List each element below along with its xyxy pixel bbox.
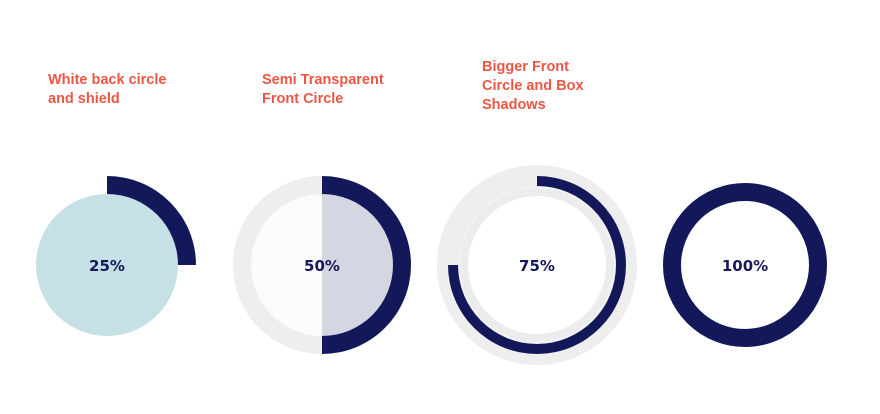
percent-label: 50% — [304, 257, 340, 275]
progress-arc — [322, 176, 411, 354]
percent-label: 75% — [519, 257, 555, 275]
percent-label: 25% — [89, 257, 125, 275]
progress-ring — [663, 183, 827, 347]
back-circle — [36, 194, 178, 336]
example-title-1: White back circle and shield — [48, 72, 167, 107]
semi-transparent-half — [322, 194, 393, 336]
example-title-2: Semi Transparent Front Circle — [262, 72, 384, 107]
inner-circle — [468, 196, 606, 334]
percent-label: 100% — [722, 257, 768, 275]
progress-arc — [107, 176, 196, 265]
example-title-3: Bigger Front Circle and Box Shadows — [482, 59, 584, 113]
progress-circle-75: 75% — [437, 165, 637, 365]
progress-circle-25: 25% — [36, 176, 196, 336]
progress-circle-50: 50% — [233, 176, 411, 354]
progress-circle-100: 100% — [663, 183, 827, 347]
